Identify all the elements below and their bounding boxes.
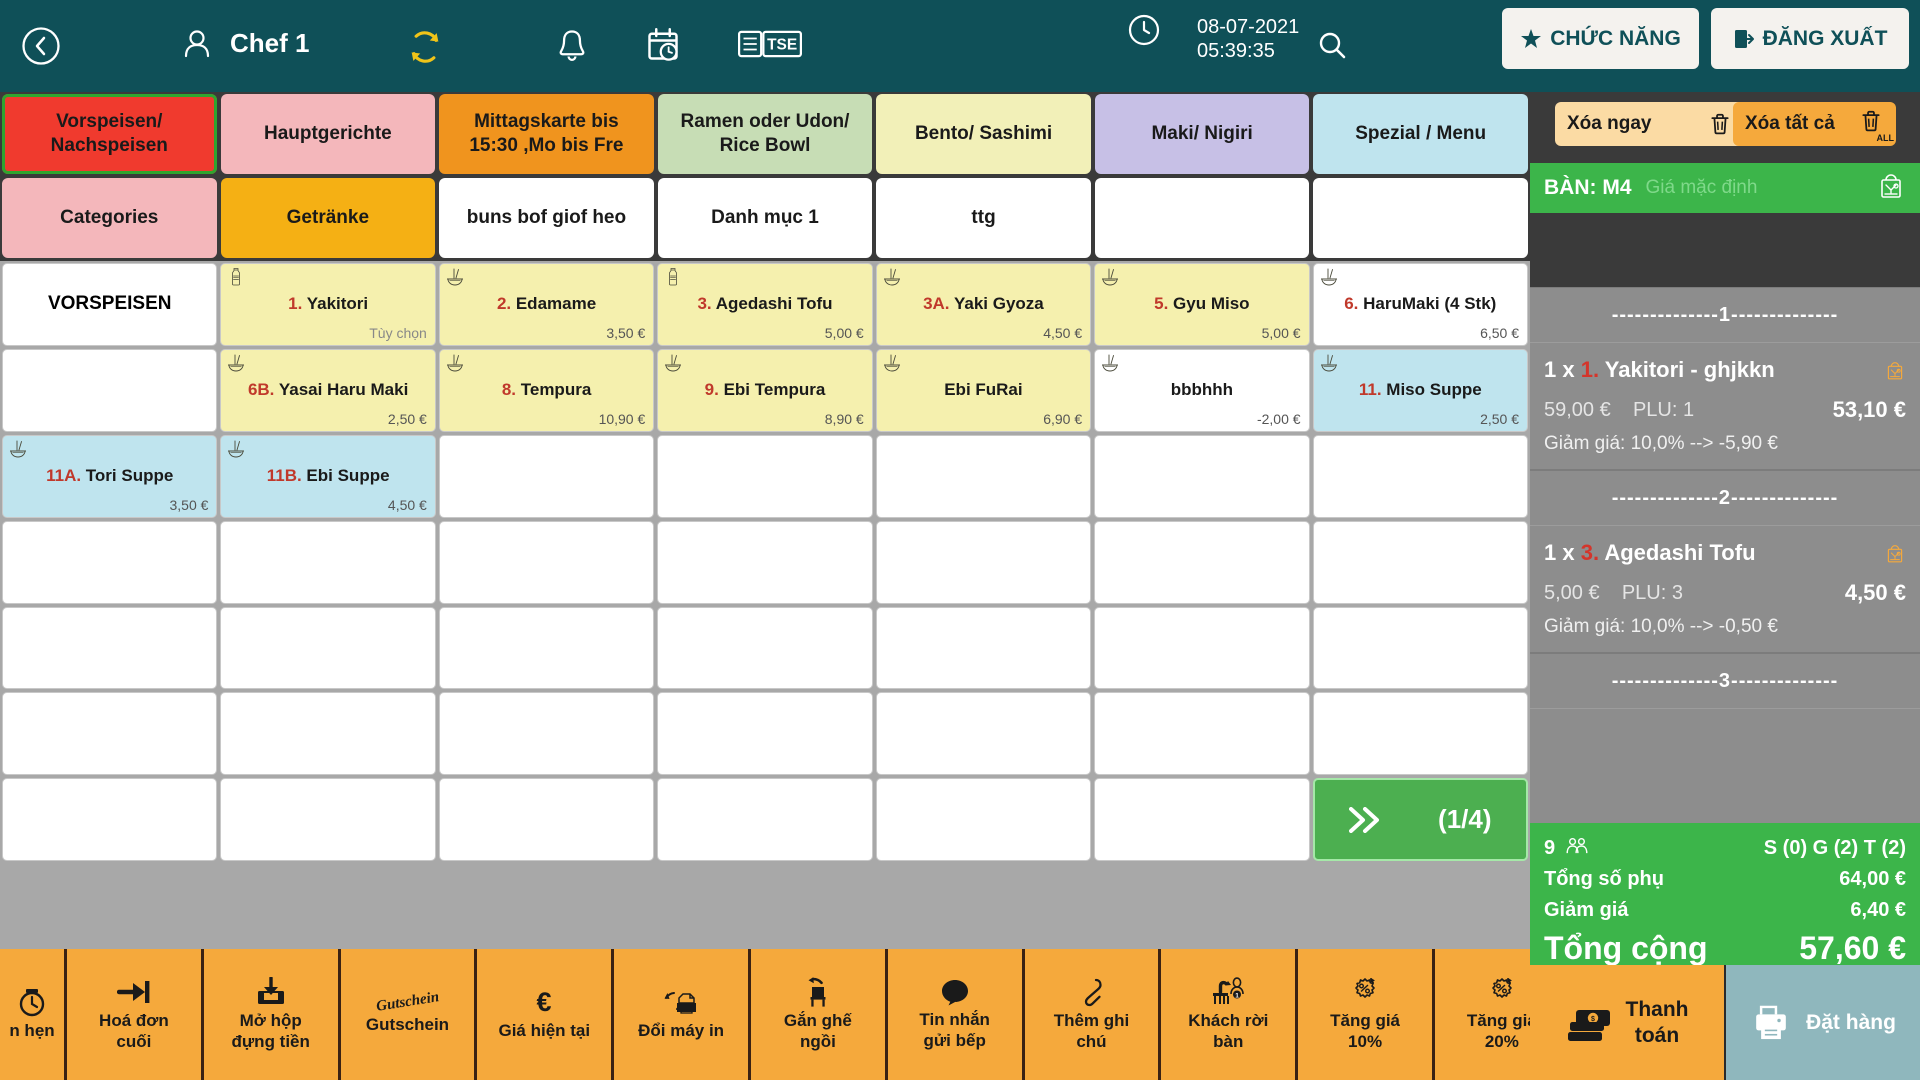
svg-text:TSE: TSE <box>767 37 797 54</box>
svg-text:€: € <box>537 987 552 1017</box>
svg-text:1: 1 <box>1235 993 1239 1000</box>
svg-text:$: $ <box>1591 1016 1595 1023</box>
